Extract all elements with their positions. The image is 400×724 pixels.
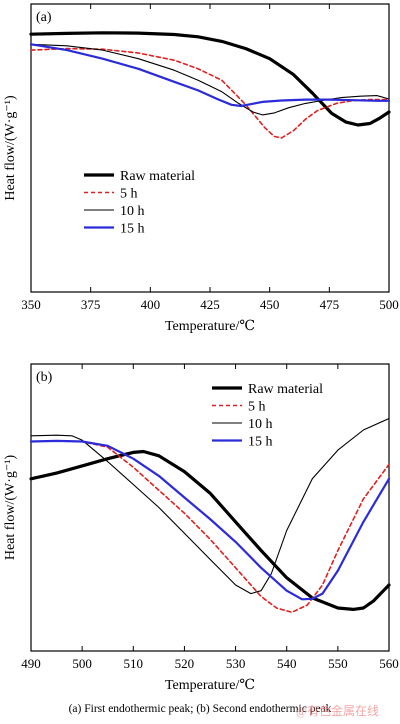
panel-a-legend-label-0: Raw material bbox=[120, 169, 195, 184]
panel-b-xtick-label-0: 490 bbox=[21, 656, 41, 671]
panel-b-legend-label-0: Raw material bbox=[248, 382, 323, 397]
panel-a-xtick-label-5: 475 bbox=[320, 297, 340, 312]
panel-a-legend-label-2: 10 h bbox=[120, 204, 145, 219]
panel-a-xtick-label-6: 500 bbox=[379, 297, 399, 312]
panel-b-series-0-line bbox=[29, 449, 391, 612]
panel-b-legend-label-1: 5 h bbox=[248, 400, 266, 415]
panel-b-legend-label-3: 15 h bbox=[248, 435, 273, 450]
panel-b-xtick-label-1: 500 bbox=[72, 656, 92, 671]
panel-a-xtick-label-3: 425 bbox=[200, 297, 220, 312]
panel-a-xtick-label-1: 375 bbox=[81, 297, 101, 312]
panel-b-xtick-label-6: 550 bbox=[328, 656, 348, 671]
panel-a-plot-frame bbox=[30, 3, 390, 293]
panel-b-legend-label-2: 10 h bbox=[248, 417, 273, 432]
panel-a-series-3-line bbox=[29, 43, 391, 108]
panel-a-series-1-line bbox=[30, 47, 390, 139]
panel-a-x-axis-label: Temperature/℃ bbox=[165, 319, 255, 334]
panel-b-xtick-label-4: 530 bbox=[226, 656, 246, 671]
panel-a-label: (a) bbox=[36, 10, 52, 25]
panel-a-series-0-line bbox=[29, 31, 391, 127]
panel-b-x-axis-label: Temperature/℃ bbox=[165, 678, 255, 693]
panel-b-series-1-line bbox=[30, 440, 390, 614]
panel-b-xtick-label-7: 560 bbox=[379, 656, 399, 671]
panel-b-series-3-line bbox=[29, 439, 391, 601]
panel-b-xtick-label-5: 540 bbox=[277, 656, 297, 671]
panel-b-xtick-label-3: 520 bbox=[175, 656, 195, 671]
panel-b-plot-frame bbox=[30, 363, 390, 652]
panel-b-label: (b) bbox=[36, 370, 53, 385]
panel-a-legend-label-1: 5 h bbox=[120, 187, 138, 202]
panel-b-series-2-line bbox=[30, 417, 390, 595]
panel-a-xtick-label-4: 450 bbox=[260, 297, 280, 312]
panel-b-y-axis-label: Heat flow/(W·g⁻¹) bbox=[3, 455, 18, 561]
figure-caption: (a) First endothermic peak; (b) Second e… bbox=[68, 703, 332, 715]
panel-a-series-2-line bbox=[30, 43, 390, 116]
panel-a-xtick-label-0: 350 bbox=[21, 297, 41, 312]
watermark: @有色金属在线 bbox=[296, 704, 380, 718]
panel-b-xtick-label-2: 510 bbox=[124, 656, 144, 671]
panel-a-legend-label-3: 15 h bbox=[120, 222, 145, 237]
panel-a-xtick-label-2: 400 bbox=[141, 297, 161, 312]
panel-a-y-axis-label: Heat flow/(W·g⁻¹) bbox=[3, 95, 18, 201]
